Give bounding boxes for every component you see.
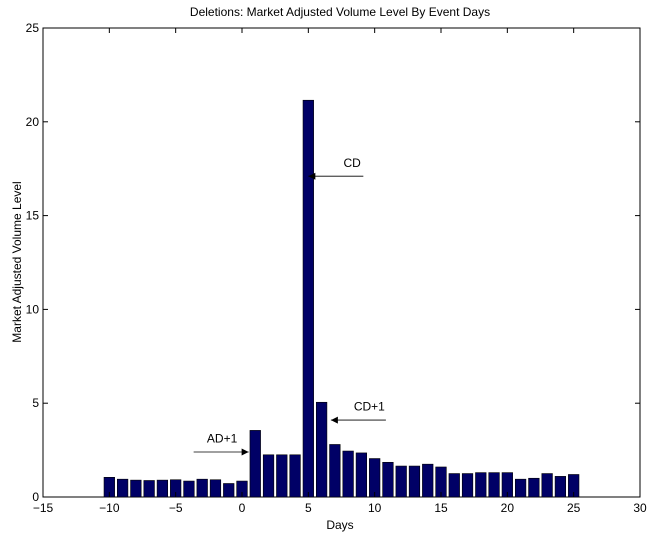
bar-day-19 — [488, 472, 500, 498]
svg-text:CD: CD — [343, 156, 361, 170]
bar-day-2 — [262, 454, 275, 498]
bar-day-16 — [448, 473, 460, 498]
bar-day-12 — [395, 465, 407, 498]
y-tick-label: 20 — [26, 115, 40, 129]
x-tick-label: 5 — [305, 501, 312, 515]
bar-day--2 — [209, 479, 222, 498]
y-tick-label: 10 — [26, 302, 40, 316]
bar-day-7 — [329, 444, 341, 498]
y-tick-label: 25 — [26, 21, 40, 35]
bar-day-5 — [302, 99, 314, 498]
bar-day-3 — [276, 454, 288, 498]
bar-day--4 — [183, 480, 195, 498]
bar-day--9 — [116, 478, 129, 498]
x-tick-label: 10 — [368, 501, 382, 515]
svg-text:CD+1: CD+1 — [354, 400, 385, 414]
plot-area — [42, 27, 641, 498]
annotation-cd-plus-1: CD+1 — [330, 400, 386, 424]
y-tick-label: 15 — [26, 209, 40, 223]
ticks-group: −15 −10 −5 0 5 10 15 20 25 30 0 5 10 15 20 25 — [26, 21, 647, 515]
x-tick-label: 30 — [633, 501, 647, 515]
bar-day-1 — [249, 430, 261, 498]
svg-text:AD+1: AD+1 — [207, 432, 238, 446]
bar-day-23 — [541, 473, 553, 498]
annotation-ad-plus-1: AD+1 — [193, 432, 249, 456]
bars-group — [103, 99, 580, 498]
x-tick-label: 15 — [434, 501, 448, 515]
bar-day--3 — [196, 478, 208, 498]
bar-day--1 — [223, 483, 235, 498]
bar-day-13 — [408, 465, 421, 498]
y-tick-label: 5 — [32, 396, 39, 410]
bar-day--8 — [130, 479, 142, 498]
annotation-cd: CD — [308, 156, 364, 180]
bar-day-8 — [342, 450, 354, 498]
x-tick-label: 25 — [567, 501, 581, 515]
y-axis-label: Market Adjusted Volume Level — [10, 181, 24, 342]
chart-title: Deletions: Market Adjusted Volume Level … — [190, 5, 490, 19]
bar-day-6 — [315, 401, 328, 498]
bar-day--7 — [143, 480, 155, 498]
bar-day-21 — [514, 478, 527, 498]
bar-day--6 — [156, 479, 169, 498]
x-tick-label: −10 — [99, 501, 120, 515]
y-tick-label: 0 — [32, 490, 39, 504]
x-axis-label: Days — [326, 518, 353, 532]
bar-day-24 — [554, 476, 567, 498]
bar-day-14 — [422, 463, 434, 498]
bar-day-17 — [461, 473, 474, 498]
annotations-group: CD CD+1 AD+1 — [193, 156, 386, 456]
bar-day-11 — [382, 461, 394, 498]
bar-day-22 — [528, 477, 540, 498]
x-tick-label: −15 — [33, 501, 54, 515]
bar-day-18 — [475, 472, 487, 498]
bar-day-10 — [369, 458, 381, 498]
bar-day-9 — [355, 452, 368, 498]
x-tick-label: 0 — [239, 501, 246, 515]
bar-day-4 — [289, 454, 301, 498]
x-tick-label: −5 — [169, 501, 183, 515]
x-tick-label: 20 — [501, 501, 515, 515]
